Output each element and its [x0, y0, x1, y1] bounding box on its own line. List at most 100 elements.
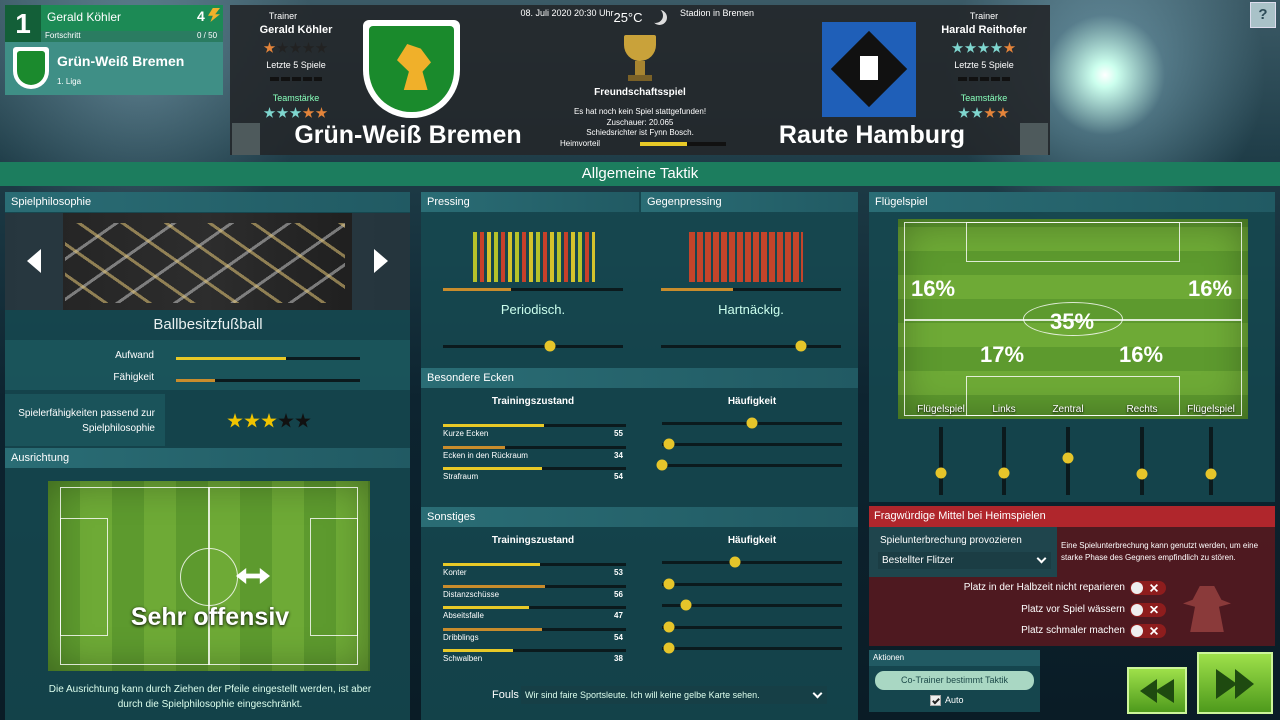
home-stars [263, 41, 329, 59]
frequency-slider[interactable] [662, 642, 842, 654]
away-trainer: Harald Reithofer [941, 24, 1027, 36]
away-icon [1020, 123, 1048, 155]
home-tricks-panel: Fragwürdige Mittel bei Heimspielen Spiel… [869, 506, 1275, 646]
col-training: Trainingszustand [491, 396, 575, 407]
orientation-arrows[interactable] [236, 568, 270, 584]
toggle[interactable] [1130, 602, 1166, 617]
gegenpressing-slider[interactable] [661, 340, 841, 352]
home-advantage-bar [640, 142, 726, 146]
lane-slider[interactable] [1136, 427, 1148, 495]
progress-label: Fortschritt [45, 31, 81, 40]
slider-knob [680, 599, 692, 611]
lane-slider[interactable] [998, 427, 1010, 495]
row-value: 38 [614, 654, 623, 663]
training-bar [443, 563, 540, 566]
orientation-value: Sehr offensiv [130, 603, 290, 631]
wing-pitch [898, 219, 1248, 419]
interruption-description: Eine Spielunterbrechung kann genutzt wer… [1061, 541, 1259, 562]
frequency-slider[interactable] [656, 459, 842, 471]
toggle[interactable] [1130, 581, 1166, 595]
frequency-slider[interactable] [662, 417, 842, 429]
away-strength-label: Teamstärke [960, 93, 1008, 103]
middle-panel: Pressing Gegenpressing Periodisch. Hartn… [421, 192, 858, 720]
fouls-dropdown[interactable]: Wir sind faire Sportsleute. Ich will kei… [521, 686, 827, 704]
training-track [443, 563, 626, 566]
row-label: Kurze Ecken [443, 429, 489, 438]
pressing-slider[interactable] [443, 340, 623, 352]
manager-points: 4 [197, 8, 205, 24]
frequency-slider[interactable] [662, 599, 842, 611]
lane-slider[interactable] [1062, 427, 1074, 495]
help-button[interactable]: ? [1250, 2, 1276, 28]
training-track [443, 424, 626, 427]
col-training: Trainingszustand [491, 535, 575, 546]
star [964, 42, 977, 53]
slider-knob [1136, 468, 1148, 480]
star [958, 107, 970, 118]
venue: Stadion in Bremen [679, 8, 755, 18]
row-label: Strafraum [443, 472, 479, 481]
manager-name: Gerald Köhler [47, 10, 122, 24]
star [302, 107, 315, 118]
home-icon [232, 123, 260, 155]
share-center: 35% [1049, 309, 1095, 334]
row-label: Konter [443, 568, 467, 577]
lane-label: Rechts [1126, 404, 1158, 415]
training-bar [443, 467, 542, 470]
training-track [443, 627, 626, 631]
co-trainer-button[interactable]: Co-Trainer bestimmt Taktik [875, 671, 1034, 690]
share-left: 17% [979, 342, 1025, 367]
lane-slider[interactable] [1205, 427, 1217, 495]
star [244, 413, 260, 428]
frequency-slider[interactable] [662, 438, 842, 450]
home-tricks-header: Fragwürdige Mittel bei Heimspielen [869, 506, 1275, 527]
philosophy-name: Ballbesitzfußball [153, 316, 263, 333]
actions-panel: Aktionen Co-Trainer bestimmt Taktik Auto [869, 650, 1040, 712]
gegenpressing-value: Hartnäckig. [718, 302, 784, 317]
home-team: Grün-Weiß Bremen [294, 121, 522, 149]
match-header: Trainer Gerald Köhler Letzte 5 Spiele Te… [230, 5, 1050, 155]
star [984, 107, 996, 118]
back-button[interactable] [1127, 667, 1187, 714]
star [990, 42, 1003, 53]
interruption-dropdown[interactable]: Bestellter Flitzer [878, 552, 1051, 569]
row-label: Dribblings [443, 632, 479, 642]
forward-button[interactable] [1197, 652, 1273, 714]
star [227, 413, 243, 428]
star [289, 107, 302, 118]
star [263, 42, 276, 53]
away-form [958, 77, 1010, 81]
lane-label: Flügelspiel [917, 404, 965, 415]
row-value: 54 [614, 632, 623, 642]
home-strength [263, 106, 329, 124]
star [997, 107, 1009, 118]
away-last5-label: Letzte 5 Spiele [954, 60, 1014, 70]
orientation-header: Ausrichtung [5, 448, 410, 468]
lane-label: Zentral [1052, 404, 1084, 415]
row-value: 47 [614, 611, 623, 620]
gegenpressing-header: Gegenpressing [641, 192, 858, 212]
frequency-slider[interactable] [662, 556, 842, 568]
misc-header: Sonstiges [421, 507, 858, 527]
away-trainer-label: Trainer [969, 11, 999, 21]
share-left-wing: 16% [910, 276, 956, 301]
lane-slider[interactable] [935, 427, 947, 495]
toggle-label: Platz vor Spiel wässern [1021, 603, 1125, 615]
match-status: Es hat noch kein Spiel stattgefunden! [573, 107, 707, 116]
spy-icon [1183, 586, 1231, 632]
auto-label: Auto [945, 695, 964, 705]
frequency-slider[interactable] [662, 621, 842, 632]
frequency-slider[interactable] [662, 578, 842, 589]
col-frequency: Häufigkeit [727, 535, 777, 546]
home-crest [363, 20, 460, 118]
toggle[interactable] [1130, 624, 1166, 638]
row-label: Schwalben [443, 654, 483, 663]
auto-checkbox[interactable] [930, 695, 941, 706]
share-right: 16% [1118, 342, 1164, 367]
training-bar [443, 584, 546, 588]
share-right-wing: 16% [1187, 276, 1233, 301]
row-label: Distanzschüsse [443, 589, 500, 599]
star [278, 413, 294, 428]
fouls-label: Fouls [492, 689, 519, 701]
skill-label: Fähigkeit [113, 372, 154, 383]
